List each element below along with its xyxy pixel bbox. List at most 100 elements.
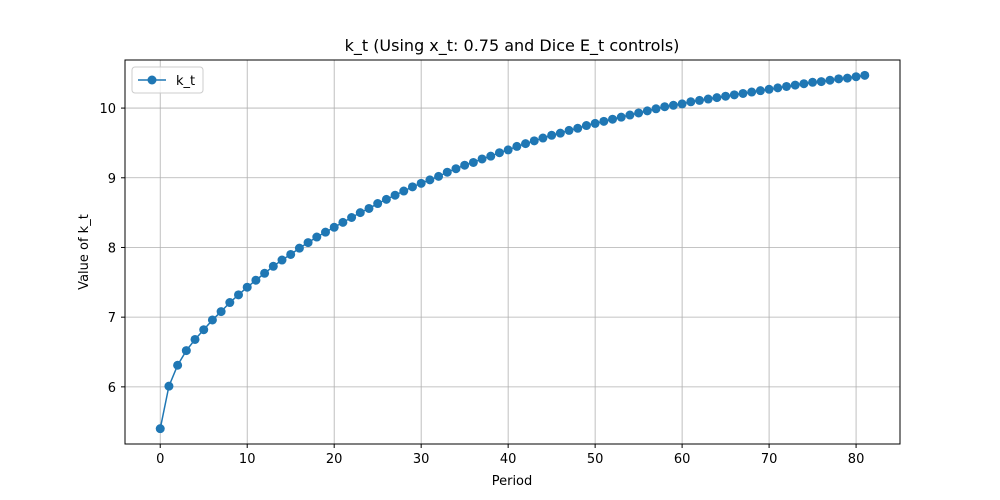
data-point bbox=[164, 381, 174, 391]
data-point bbox=[799, 79, 809, 89]
y-tick-label: 7 bbox=[108, 311, 116, 326]
data-point bbox=[416, 178, 426, 188]
data-point bbox=[834, 74, 844, 84]
data-point bbox=[312, 232, 322, 242]
data-point bbox=[860, 70, 870, 80]
data-point bbox=[373, 199, 383, 209]
data-point bbox=[529, 136, 539, 146]
data-point bbox=[442, 167, 452, 177]
data-point bbox=[225, 298, 235, 308]
data-point bbox=[486, 151, 496, 161]
data-point bbox=[320, 227, 330, 237]
y-axis-ticks: 6 7 8 9 10 bbox=[99, 102, 125, 396]
data-point bbox=[207, 315, 217, 325]
data-point bbox=[355, 208, 365, 218]
y-tick-label: 9 bbox=[108, 172, 116, 187]
data-point bbox=[234, 290, 244, 300]
data-point bbox=[773, 83, 783, 93]
data-point bbox=[303, 238, 313, 248]
data-point bbox=[547, 130, 557, 140]
data-point bbox=[503, 145, 513, 155]
data-point bbox=[425, 175, 435, 185]
data-point bbox=[181, 346, 191, 356]
data-point bbox=[190, 334, 200, 344]
legend: k_t bbox=[131, 66, 204, 94]
data-point bbox=[390, 190, 400, 200]
data-point bbox=[468, 157, 478, 167]
data-point bbox=[338, 217, 348, 227]
data-point bbox=[347, 213, 357, 222]
data-point bbox=[634, 108, 644, 118]
data-point bbox=[825, 75, 835, 85]
data-point bbox=[703, 94, 713, 104]
data-point bbox=[695, 95, 705, 105]
data-point bbox=[407, 182, 417, 192]
data-point bbox=[712, 93, 722, 103]
legend-marker bbox=[147, 75, 157, 85]
y-axis-label: Value of k_t bbox=[77, 214, 92, 290]
data-point bbox=[816, 77, 826, 87]
data-point bbox=[521, 139, 531, 149]
data-point bbox=[625, 110, 635, 120]
y-tick-label: 8 bbox=[108, 241, 116, 256]
data-point bbox=[608, 114, 618, 124]
data-point bbox=[747, 87, 757, 97]
data-point bbox=[738, 88, 748, 98]
data-point bbox=[616, 112, 626, 122]
data-point bbox=[642, 106, 652, 116]
data-point bbox=[277, 255, 287, 265]
grid bbox=[125, 60, 900, 444]
data-point bbox=[555, 128, 565, 138]
data-point bbox=[851, 72, 861, 82]
data-point bbox=[842, 73, 852, 83]
data-point bbox=[364, 203, 374, 213]
y-tick-label: 10 bbox=[99, 102, 116, 117]
data-point bbox=[764, 84, 774, 94]
data-point bbox=[199, 325, 209, 335]
data-point bbox=[242, 282, 252, 292]
data-point bbox=[268, 261, 278, 271]
data-point bbox=[677, 99, 687, 109]
data-point bbox=[668, 100, 678, 110]
data-point bbox=[173, 360, 183, 370]
legend-box bbox=[131, 66, 204, 94]
legend-label: k_t bbox=[176, 74, 195, 89]
data-point bbox=[251, 275, 261, 285]
data-point bbox=[599, 116, 609, 126]
x-tick-label: 70 bbox=[761, 452, 778, 467]
data-point bbox=[755, 86, 765, 96]
x-tick-label: 80 bbox=[848, 452, 865, 467]
data-point bbox=[460, 160, 470, 170]
data-point bbox=[729, 90, 739, 100]
data-point bbox=[808, 77, 818, 87]
data-point bbox=[216, 307, 226, 317]
data-point bbox=[512, 141, 522, 151]
data-point bbox=[564, 125, 574, 135]
data-point bbox=[721, 91, 731, 101]
data-point bbox=[451, 164, 461, 174]
plot-frame bbox=[124, 59, 901, 445]
data-point bbox=[286, 249, 296, 259]
data-point bbox=[581, 121, 591, 131]
data-point bbox=[399, 186, 409, 196]
data-point bbox=[660, 102, 670, 112]
data-point bbox=[573, 123, 583, 133]
data-point bbox=[294, 243, 304, 253]
data-point bbox=[434, 171, 444, 181]
data-point bbox=[538, 133, 548, 143]
x-tick-label: 40 bbox=[500, 452, 517, 467]
data-point bbox=[781, 81, 791, 91]
data-point bbox=[686, 97, 696, 107]
x-tick-label: 0 bbox=[156, 452, 164, 467]
data-point bbox=[260, 268, 270, 278]
data-point bbox=[477, 154, 487, 164]
data-point bbox=[494, 148, 504, 158]
x-axis-ticks: 0 10 20 30 40 50 60 70 80 bbox=[156, 444, 864, 467]
data-point bbox=[590, 118, 600, 128]
y-tick-label: 6 bbox=[108, 381, 116, 396]
x-tick-label: 60 bbox=[674, 452, 691, 467]
series-layer bbox=[155, 70, 870, 434]
data-point bbox=[651, 104, 661, 114]
x-tick-label: 10 bbox=[239, 452, 256, 467]
